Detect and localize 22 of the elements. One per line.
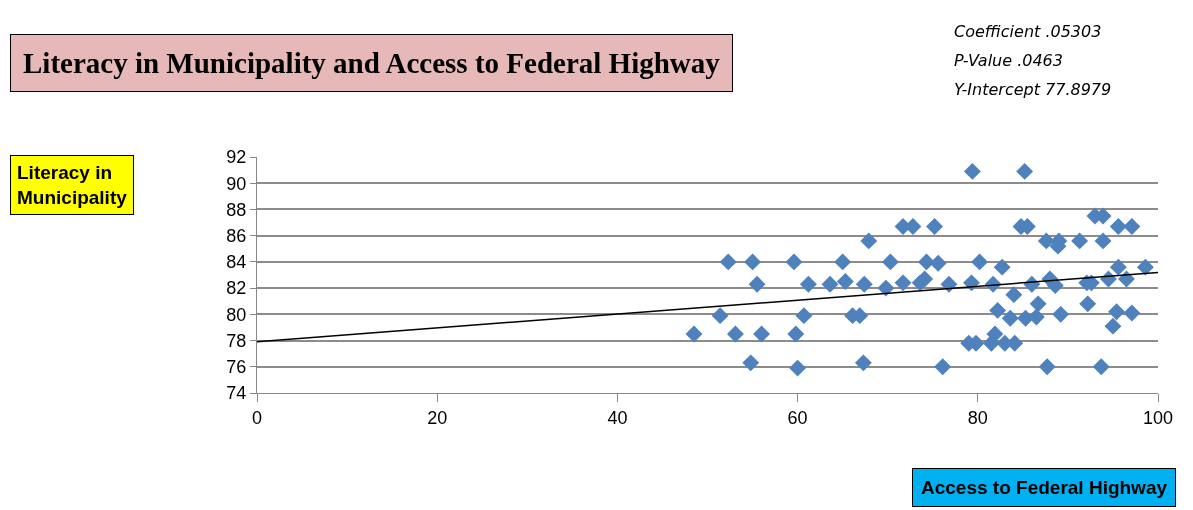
text: Y-Intercept 77.8979 <box>954 80 1112 99</box>
x-tick-label: 100 <box>1142 407 1174 428</box>
chart-title: Literacy in Municipality and Access to Federal Highway <box>23 47 721 79</box>
y-tick-label: 76 <box>226 357 247 378</box>
x-tick-label: 0 <box>251 407 263 428</box>
y-tick-label: 74 <box>226 383 247 404</box>
y-tick-label: 84 <box>226 252 247 273</box>
y-tick-label: 92 <box>226 147 247 168</box>
x-tick-label: 20 <box>427 407 448 428</box>
y-tick-label: 78 <box>226 330 247 351</box>
x-tick-label: 60 <box>787 407 808 428</box>
y-tick-label: 86 <box>226 225 247 246</box>
y-tick-label: 90 <box>226 173 247 194</box>
y-tick-label: 88 <box>226 199 247 220</box>
text: P-Value .0463 <box>954 51 1063 70</box>
x-tick-label: 40 <box>607 407 628 428</box>
text: Literacy in Municipality <box>17 162 128 208</box>
y-tick-label: 80 <box>226 304 247 325</box>
x-axis-title: Access to Federal Highway <box>921 477 1168 498</box>
x-tick-label: 80 <box>967 407 988 428</box>
text: Coefficient .05303 <box>954 22 1102 41</box>
y-tick-label: 82 <box>226 278 247 299</box>
